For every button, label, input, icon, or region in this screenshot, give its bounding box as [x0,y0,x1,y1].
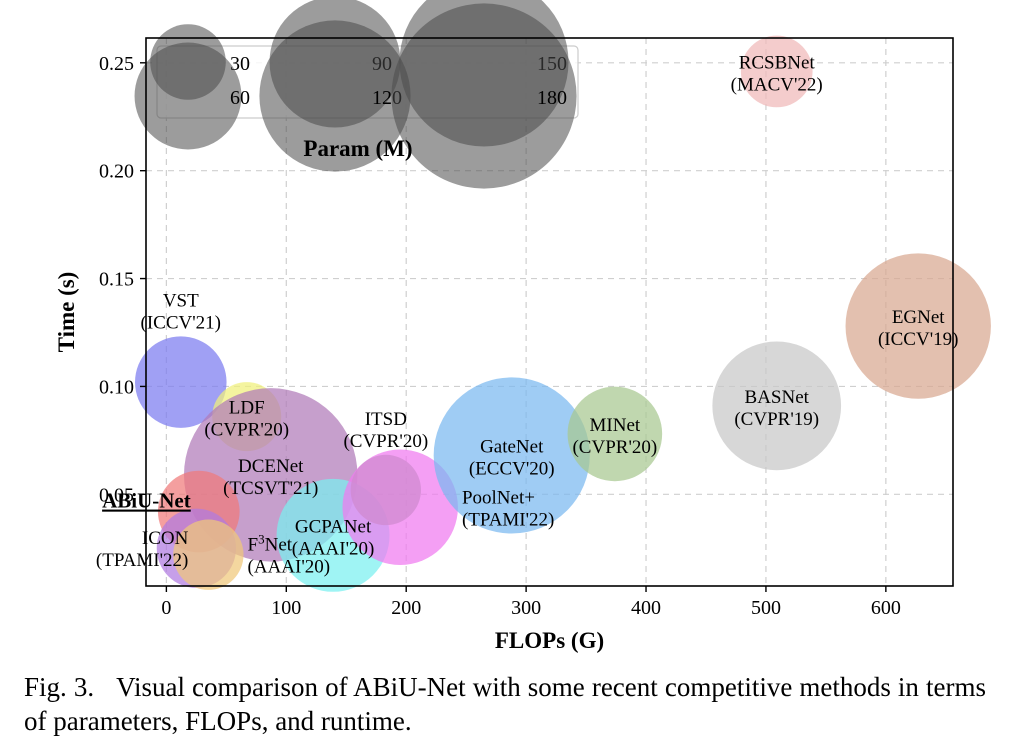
legend-size-marker [134,42,242,150]
point-name-label: MINet [590,415,641,436]
bubble-mark [433,377,590,534]
x-axis-label: FLOPs (G) [495,628,604,653]
x-tick-label: 600 [871,597,901,619]
point-venue-label: (CVPR'20) [204,420,289,441]
x-tick-label: 500 [751,597,781,619]
y-tick-label: 0.05 [99,484,134,506]
legend-size-label: 180 [537,87,567,109]
point-venue-label: (AAAI'20) [248,557,331,578]
x-tick-label: 300 [511,597,541,619]
bubble-mark [740,35,813,108]
y-tick-label: 0.25 [99,53,134,75]
point-name-label: GCPANet [295,516,372,537]
plot-frame [145,37,954,587]
point-venue-label: (CVPR'20) [343,431,428,452]
point-name-label: LDF [229,398,265,419]
y-tick-label: 0.15 [99,269,134,291]
point-name-label: GateNet [480,436,544,457]
point-venue-label: (CVPR'19) [734,409,819,430]
bubble-series [135,35,991,592]
x-tick-label: 100 [271,597,301,619]
y-axis-label: Time (s) [54,272,79,353]
point-venue-label: (MACV'22) [731,74,823,95]
point-name-label: RCSBNet [739,52,816,73]
point-labels: VST(ICCV'21)LDF(CVPR'20)DCENet(TCSVT'21)… [96,52,959,577]
point-venue-label: (AAAI'20) [292,538,375,559]
x-tick-label: 400 [631,597,661,619]
point-name-label: F3Net [248,532,293,556]
bubble-mark [173,519,244,590]
point-venue-label: (ECCV'20) [469,458,555,479]
bubble-mark [135,336,227,428]
legend-size-marker [391,3,577,189]
y-tick-label: 0.20 [99,161,134,183]
legend-title: Param (M) [303,136,412,161]
point-name-label: VST [163,290,199,311]
y-tick-label: 0.10 [99,376,134,398]
size-legend: 306090120150180Param (M) [134,0,579,189]
caption-text: Visual comparison of ABiU-Net with some … [24,672,986,736]
bubble-mark [712,341,842,471]
point-venue-label: (TCSVT'21) [223,478,318,499]
legend-size-label: 60 [230,87,250,109]
point-venue-label: (ICCV'19) [878,329,958,350]
point-name-label: ITSD [365,409,407,430]
x-tick-label: 0 [161,597,171,619]
point-name-label: EGNet [892,307,945,328]
x-tick-label: 200 [391,597,421,619]
point-name-label: ICON [142,528,189,549]
figure-number: Fig. 3. [24,672,95,702]
point-name-label: BASNet [745,387,810,408]
legend-size-label: 30 [230,53,250,75]
bubble-mark [845,253,991,399]
legend-size-marker [259,20,411,172]
y-axis-ticks: 0.05 0.10 0.15 0.20 0.25 [99,53,146,506]
point-venue-label: (CVPR'20) [572,437,657,458]
point-venue-label: (TPAMI'22) [462,509,554,530]
bubble-chart: 306090120150180Param (M) VST(ICCV'21)LDF… [54,0,991,653]
point-name-label: DCENet [238,456,304,477]
figure-caption: Fig. 3. Visual comparison of ABiU-Net wit… [24,670,986,738]
bubble-mark [567,386,663,482]
point-venue-label: (ICCV'21) [141,312,221,333]
point-venue-label: (TPAMI'22) [96,550,188,571]
bubble-mark [342,449,458,565]
point-name-label: PoolNet+ [462,487,535,508]
x-axis-ticks: 0 100 200 300 400 500 600 [161,586,901,619]
